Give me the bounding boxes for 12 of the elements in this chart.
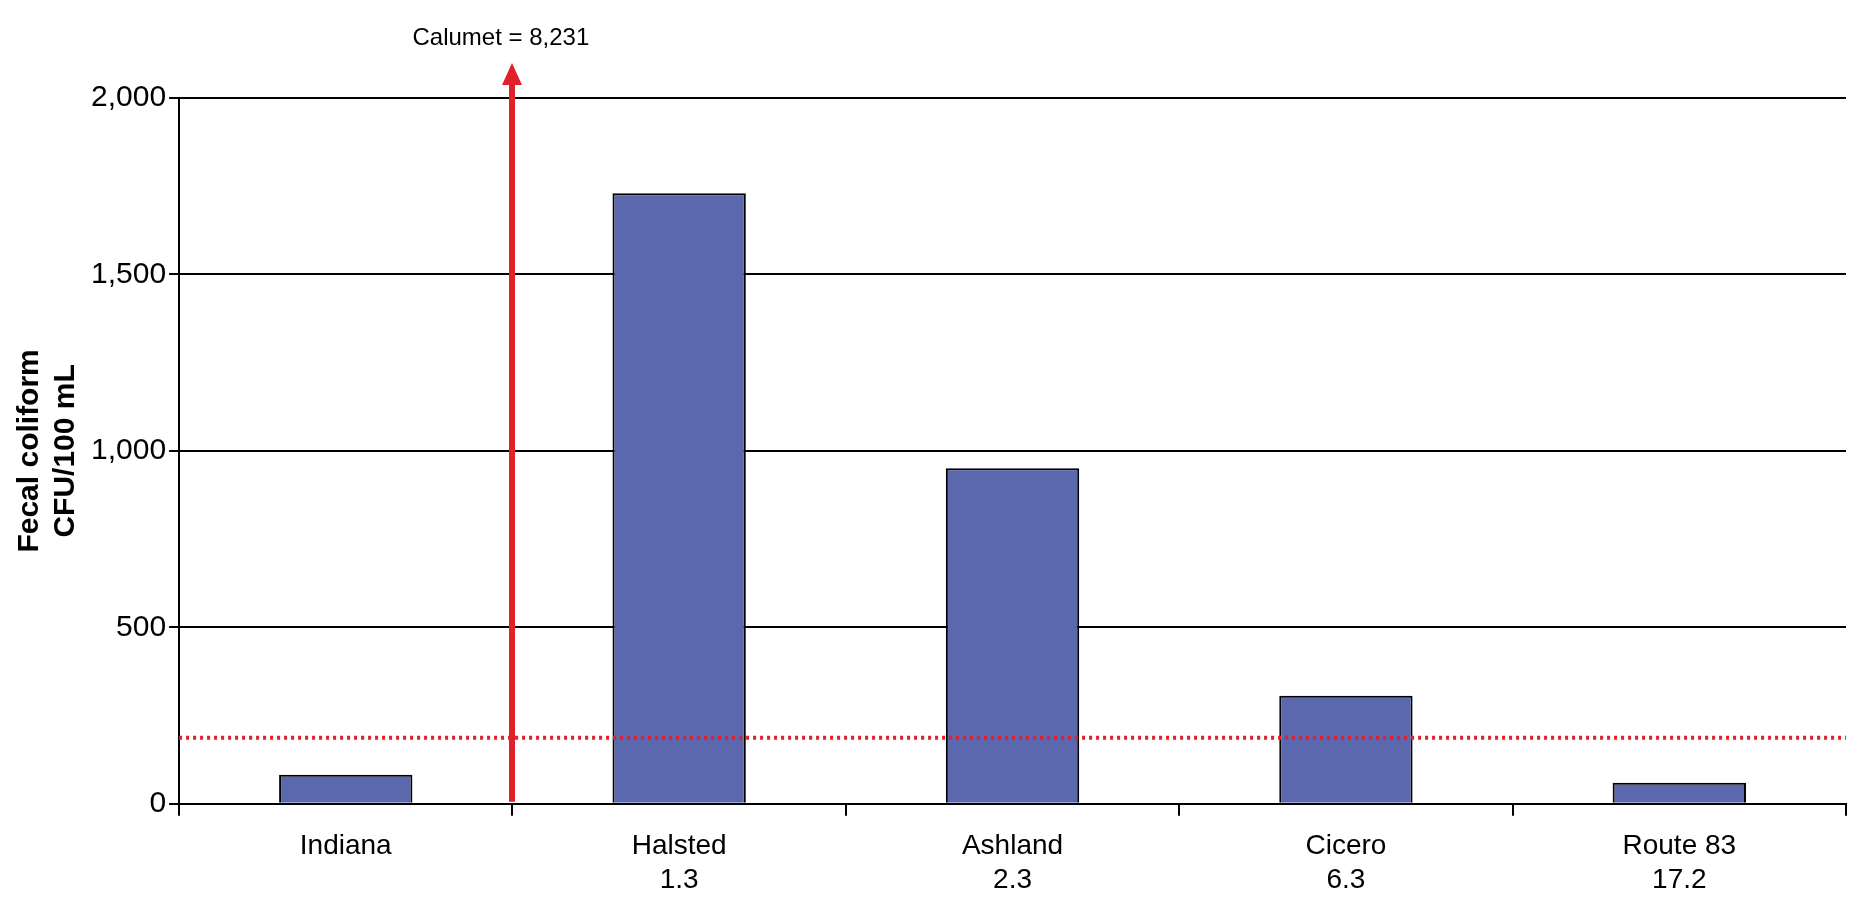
y-tick-label: 0	[149, 785, 167, 819]
x-tick-label: Indiana	[299, 829, 393, 861]
x-tick-label: Halsted 1.3	[631, 829, 727, 894]
y-tick-label: 500	[116, 608, 167, 642]
x-tick-label: Cicero 6.3	[1305, 829, 1387, 894]
y-axis-title: Fecal coliform CFU/100 mL	[11, 349, 81, 553]
text: Calumet = 8,231	[412, 23, 591, 51]
y-tick-label: 1,500	[91, 255, 167, 289]
y-tick-label: 2,000	[91, 79, 167, 113]
x-tick-label: Route 83 17.2	[1622, 829, 1737, 894]
y-tick-label: 1,000	[91, 432, 167, 466]
x-tick-label: Ashland 2.3	[961, 829, 1064, 894]
